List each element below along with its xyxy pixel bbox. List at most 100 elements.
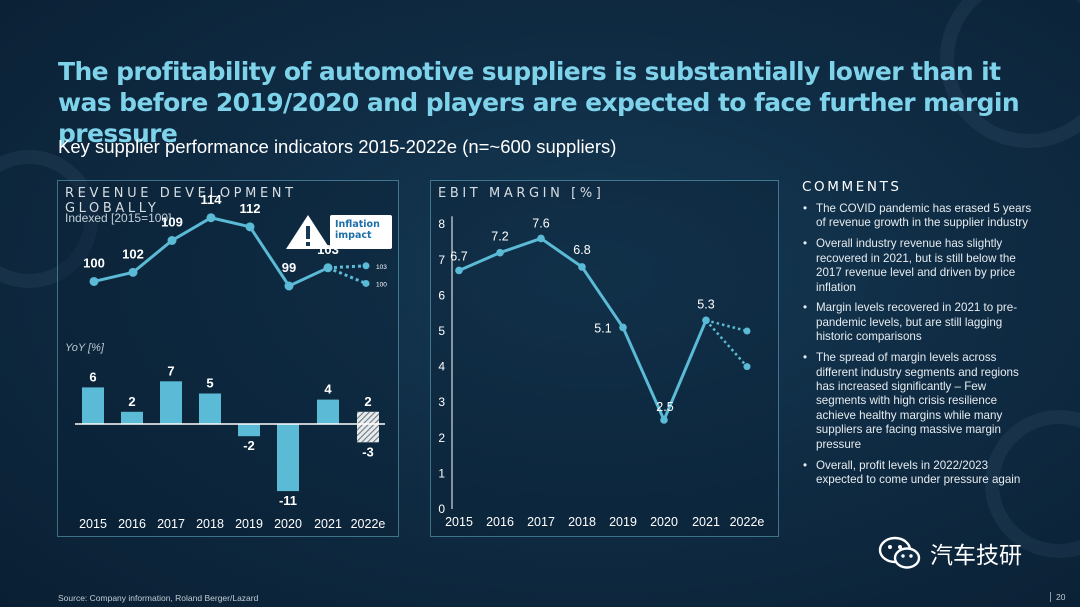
ebit-x-tick-label: 2018: [568, 515, 596, 529]
ebit-y-tick-label: 3: [438, 395, 445, 409]
ebit-point: [537, 234, 545, 243]
comment-item: Margin levels recovered in 2021 to pre-p…: [802, 301, 1034, 344]
ebit-x-tick-label: 2022e: [730, 515, 765, 529]
yoy-x-tick-label: 2019: [235, 517, 263, 531]
source-note: Source: Company information, Roland Berg…: [58, 593, 259, 603]
ebit-data-label: 5.3: [697, 297, 714, 311]
revenue-point: [245, 222, 255, 232]
ebit-data-label: 7.2: [491, 230, 508, 244]
yoy-bar: [160, 381, 182, 424]
revenue-forecast-label: 100: [376, 281, 387, 288]
ebit-panel: EBIT MARGIN [%]: [430, 180, 779, 537]
revenue-data-label: 109: [161, 215, 183, 230]
ebit-forecast-point: [743, 363, 751, 371]
revenue-forecast-line: [327, 264, 367, 270]
ebit-forecast-line: [705, 319, 748, 368]
yoy-forecast-range: [357, 411, 379, 443]
ebit-data-label: 6.7: [450, 249, 467, 263]
yoy-bar: [277, 424, 299, 492]
yoy-data-label: -2: [243, 438, 255, 453]
yoy-bar: [199, 393, 221, 424]
revenue-point: [284, 281, 294, 291]
yoy-x-tick-label: 2015: [79, 517, 107, 531]
revenue-forecast-label: 103: [376, 264, 387, 271]
revenue-data-label: 103: [317, 242, 339, 257]
yoy-data-label: -11: [279, 493, 297, 508]
ebit-point: [619, 323, 627, 332]
comment-item: The spread of margin levels across diffe…: [802, 351, 1034, 452]
inflation-impact-callout: Inflation impact: [330, 215, 392, 249]
ebit-y-tick-label: 8: [438, 217, 445, 231]
revenue-forecast-point: [362, 262, 370, 270]
ebit-point: [455, 266, 463, 275]
yoy-data-label: 5: [206, 376, 213, 391]
yoy-bar: [238, 424, 260, 437]
wechat-icon: [878, 536, 921, 569]
revenue-panel-title: REVENUE DEVELOPMENT GLOBALLY: [65, 186, 297, 216]
page-title: The profitability of automotive supplier…: [58, 57, 1020, 148]
watermark: 汽车技研: [878, 536, 1022, 570]
ebit-data-label: 5.1: [594, 321, 611, 335]
ebit-y-tick-label: 0: [438, 502, 445, 516]
revenue-point: [167, 236, 177, 245]
ebit-data-label: 2.5: [656, 400, 673, 414]
ebit-y-tick-label: 4: [438, 360, 445, 374]
ebit-x-tick-label: 2021: [692, 515, 720, 529]
revenue-data-label: 112: [240, 201, 261, 216]
watermark-text: 汽车技研: [930, 543, 1022, 569]
yoy-x-tick-label: 2022e: [351, 517, 386, 531]
yoy-forecast-label: 2: [364, 394, 371, 409]
yoy-x-tick-label: 2021: [314, 517, 342, 531]
comment-item: Overall, profit levels in 2022/2023 expe…: [802, 459, 1034, 488]
ebit-data-label: 6.8: [573, 243, 590, 257]
yoy-x-tick-label: 2018: [196, 517, 224, 531]
revenue-data-label: 100: [83, 255, 105, 270]
ebit-panel-title: EBIT MARGIN [%]: [438, 186, 605, 201]
revenue-forecast-line: [327, 266, 367, 285]
ebit-x-tick-label: 2016: [486, 515, 514, 529]
revenue-forecast-point: [362, 279, 370, 287]
ebit-point: [496, 248, 504, 257]
yoy-data-label: 4: [324, 382, 332, 397]
comments-title: COMMENTS: [802, 179, 902, 195]
yoy-forecast-label: -3: [362, 444, 374, 459]
yoy-x-tick-label: 2016: [118, 517, 146, 531]
yoy-data-label: 7: [167, 363, 174, 378]
ebit-point: [660, 416, 668, 424]
comment-item: The COVID pandemic has erased 5 years of…: [802, 202, 1034, 231]
yoy-bar: [121, 411, 143, 424]
revenue-data-label: 99: [282, 260, 296, 275]
ebit-forecast-line: [705, 319, 748, 333]
yoy-label: YoY [%]: [65, 342, 104, 354]
ebit-y-tick-label: 6: [438, 288, 445, 302]
yoy-data-label: 2: [128, 394, 135, 409]
page-subtitle: Key supplier performance indicators 2015…: [58, 136, 617, 157]
warning-icon: [286, 215, 330, 249]
ebit-forecast-point: [743, 327, 751, 335]
ebit-y-tick-label: 7: [438, 253, 445, 267]
ebit-y-tick-label: 2: [438, 431, 445, 445]
revenue-data-label: 114: [201, 192, 223, 207]
comment-item: Overall industry revenue has slightly re…: [802, 237, 1034, 295]
ebit-x-tick-label: 2020: [650, 515, 678, 529]
ebit-point: [578, 263, 586, 271]
ebit-data-label: 7.6: [532, 216, 549, 230]
yoy-bar: [82, 387, 104, 424]
ebit-x-tick-label: 2017: [527, 515, 555, 529]
comments-list: The COVID pandemic has erased 5 years of…: [802, 202, 1034, 494]
yoy-x-tick-label: 2020: [274, 517, 302, 531]
ebit-y-tick-label: 1: [438, 466, 445, 480]
yoy-x-tick-label: 2017: [157, 517, 185, 531]
yoy-data-label: 6: [89, 369, 96, 384]
revenue-point: [206, 213, 216, 223]
revenue-index-label: Indexed [2015=100]: [65, 211, 172, 225]
revenue-point: [128, 267, 138, 277]
page-number: 20: [1050, 592, 1065, 602]
ebit-x-tick-label: 2019: [609, 515, 637, 529]
revenue-point: [89, 276, 99, 286]
revenue-data-label: 102: [122, 246, 144, 261]
ebit-x-tick-label: 2015: [445, 515, 473, 529]
ebit-y-tick-label: 5: [438, 324, 445, 338]
yoy-bar: [317, 399, 339, 424]
